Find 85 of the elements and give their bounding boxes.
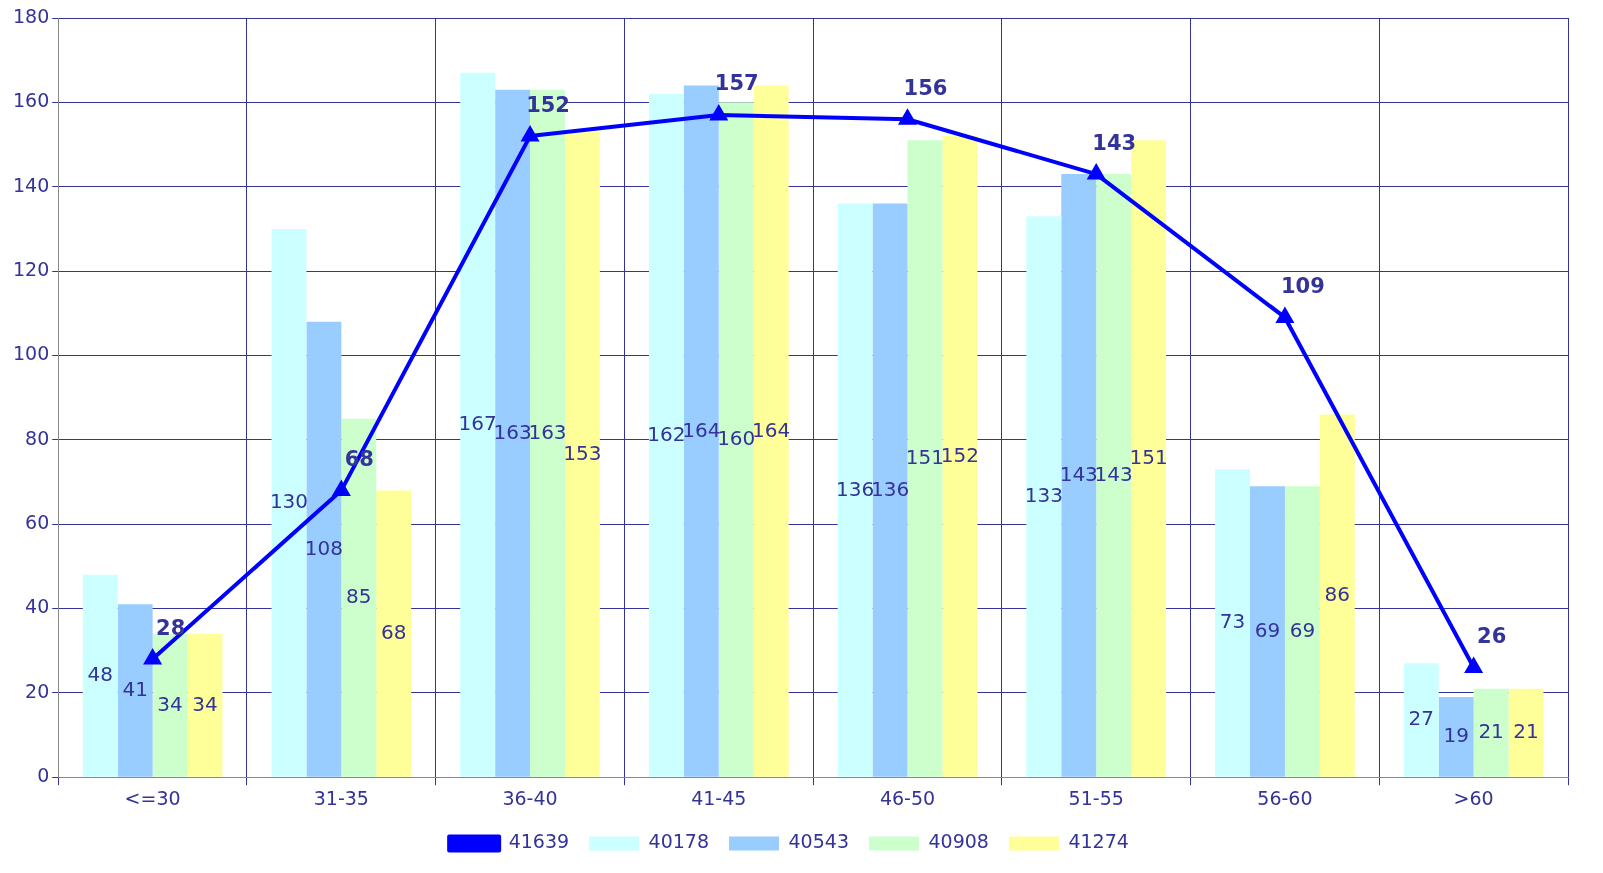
bar [648,93,684,777]
point [333,481,350,496]
data-label: 73 [1219,609,1246,634]
data-label: 27 [1408,706,1434,731]
bar [683,85,719,777]
y-tick-label: 100 [13,342,50,365]
legend-label: 40908 [928,830,989,853]
data-label: 153 [563,440,602,465]
data-label: 157 [714,71,759,96]
data-label: 69 [1254,617,1281,642]
point [144,650,161,665]
point [899,110,916,125]
bar [1403,663,1439,777]
y-tick-label: 140 [13,173,50,196]
bar [1250,486,1285,777]
x-tick-label: >60 [1453,786,1494,809]
bar [341,418,377,777]
data-label: 143 [1092,130,1137,155]
data-label: 34 [192,691,218,716]
point [1464,656,1483,674]
bar [872,203,908,777]
bar [117,604,153,777]
data-label: 21 [1513,719,1539,744]
data-label: 152 [526,92,570,117]
bar [1508,688,1544,777]
legend-label: 40178 [648,830,710,853]
bar [1438,697,1474,777]
data-label: 48 [87,662,113,687]
bar [1096,174,1132,777]
bar [942,136,978,777]
legend-label: 41274 [1068,830,1129,853]
data-label: 68 [380,620,407,644]
bar [82,574,118,777]
y-tick-label: 20 [25,679,50,702]
bar [718,102,754,777]
point [710,106,727,121]
point [1088,165,1105,180]
bar [564,131,600,777]
x-tick-label: 56-60 [1257,786,1313,809]
bar [460,72,496,777]
y-tick-label: 180 [13,4,50,27]
x-tick-label: 46-50 [879,786,936,809]
data-label: 26 [1477,623,1507,648]
x-tick-label: 51-55 [1068,786,1124,809]
bar [1026,216,1062,777]
data-label: 19 [1443,723,1469,748]
data-label: 130 [269,489,309,514]
data-label: 41 [122,676,148,701]
point [1276,308,1293,323]
data-label: 28 [156,615,186,640]
x-tick-label: <=30 [124,786,181,809]
bar [1284,486,1320,777]
y-tick-label: 0 [37,764,50,787]
data-label: 108 [304,535,343,560]
data-label: 156 [903,75,948,100]
y-tick-label: 80 [25,426,50,449]
bar [907,140,943,777]
y-tick-label: 160 [13,89,50,112]
bar [187,633,223,777]
data-label: 109 [1281,273,1325,298]
data-label: 34 [157,691,183,716]
data-label: 151 [1129,444,1168,469]
legend-label: 41639 [508,830,570,853]
data-label: 86 [1324,582,1351,607]
data-label: 133 [1024,482,1063,507]
bar [837,203,873,777]
bar [271,228,307,777]
bar [1215,469,1251,777]
bar [1061,174,1097,777]
bar [152,633,188,777]
y-tick-label: 60 [25,511,50,534]
point [522,127,539,142]
bar [1319,414,1355,777]
y-tick-label: 40 [25,595,50,618]
bar [306,321,342,777]
y-tick-label: 120 [13,258,50,280]
bar [1473,688,1509,777]
x-tick-label: 41-45 [691,786,747,809]
bar [376,490,412,777]
x-tick-label: 36-40 [502,786,558,809]
data-label: 21 [1478,719,1504,744]
x-tick-label: 31-35 [313,786,369,809]
legend-label: 40543 [788,830,849,853]
data-label: 85 [346,584,372,609]
data-label: 69 [1289,617,1316,642]
